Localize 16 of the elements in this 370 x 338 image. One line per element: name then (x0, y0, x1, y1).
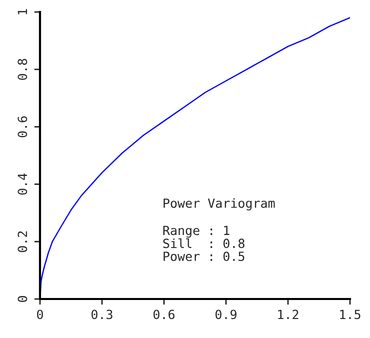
x-tick-label: 0.6 (154, 310, 174, 320)
x-tick-label: 1.5 (340, 310, 360, 320)
x-tick-label: 1.2 (278, 310, 298, 319)
y-tick-label: 0.6 (18, 116, 28, 138)
annotation: Sill : 0.8 (163, 238, 244, 248)
y-tick-label: 1 (18, 9, 27, 14)
y-tick-label: 0.2 (18, 231, 28, 252)
y-tick-label: 0 (18, 296, 28, 302)
annotation: Range : 1 (163, 226, 230, 238)
x-tick-label: 0.3 (92, 310, 112, 320)
x-tick-label: 0.9 (216, 310, 236, 320)
x-tick-label: 0 (37, 310, 43, 320)
y-tick-label: 0.4 (18, 174, 28, 195)
y-tick-label: 0.8 (18, 58, 28, 80)
annotation: Power Variogram (164, 198, 275, 210)
annotation: Power : 0.5 (164, 252, 244, 262)
